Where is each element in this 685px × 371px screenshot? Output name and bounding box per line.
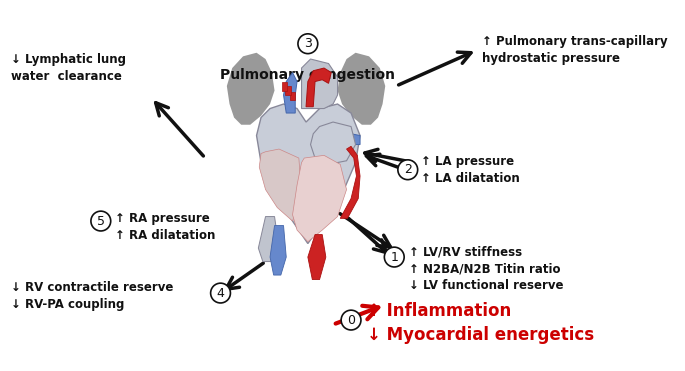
Circle shape (398, 160, 418, 180)
Text: 1: 1 (390, 250, 398, 263)
Circle shape (298, 34, 318, 54)
Circle shape (210, 283, 230, 303)
Circle shape (341, 310, 361, 330)
Circle shape (384, 247, 404, 267)
Polygon shape (292, 155, 347, 242)
Polygon shape (286, 86, 290, 95)
Text: ↑ RA pressure
↑ RA dilatation: ↑ RA pressure ↑ RA dilatation (115, 212, 216, 242)
Text: 5: 5 (97, 214, 105, 227)
Text: 2: 2 (404, 163, 412, 176)
Polygon shape (257, 104, 360, 243)
Text: ↑ Pulmonary trans-capillary
hydrostatic pressure: ↑ Pulmonary trans-capillary hydrostatic … (482, 35, 667, 65)
Circle shape (91, 211, 111, 231)
Polygon shape (306, 68, 332, 107)
Polygon shape (258, 217, 279, 262)
Text: Pulmonary congestion: Pulmonary congestion (221, 68, 395, 82)
Polygon shape (259, 149, 301, 221)
Polygon shape (290, 92, 295, 99)
Text: ↑ LA pressure
↑ LA dilatation: ↑ LA pressure ↑ LA dilatation (421, 155, 520, 186)
Text: ↑ Inflammation
↓ Myocardial energetics: ↑ Inflammation ↓ Myocardial energetics (367, 302, 595, 344)
Text: ↑ LV/RV stiffness
↑ N2BA/N2B Titin ratio
↓ LV functional reserve: ↑ LV/RV stiffness ↑ N2BA/N2B Titin ratio… (409, 245, 563, 292)
Polygon shape (340, 146, 360, 219)
Text: 0: 0 (347, 313, 355, 326)
Polygon shape (338, 53, 385, 125)
Polygon shape (310, 122, 356, 164)
Polygon shape (301, 59, 338, 109)
Text: 4: 4 (216, 286, 225, 299)
Polygon shape (282, 82, 287, 91)
Text: ↓ Lymphatic lung
water  clearance: ↓ Lymphatic lung water clearance (11, 53, 126, 83)
Polygon shape (322, 131, 360, 147)
Polygon shape (270, 226, 286, 275)
Text: ↓ RV contractile reserve
↓ RV-PA coupling: ↓ RV contractile reserve ↓ RV-PA couplin… (11, 281, 173, 311)
Polygon shape (227, 53, 275, 125)
Polygon shape (308, 234, 326, 280)
Text: 3: 3 (304, 37, 312, 50)
Polygon shape (284, 73, 297, 113)
